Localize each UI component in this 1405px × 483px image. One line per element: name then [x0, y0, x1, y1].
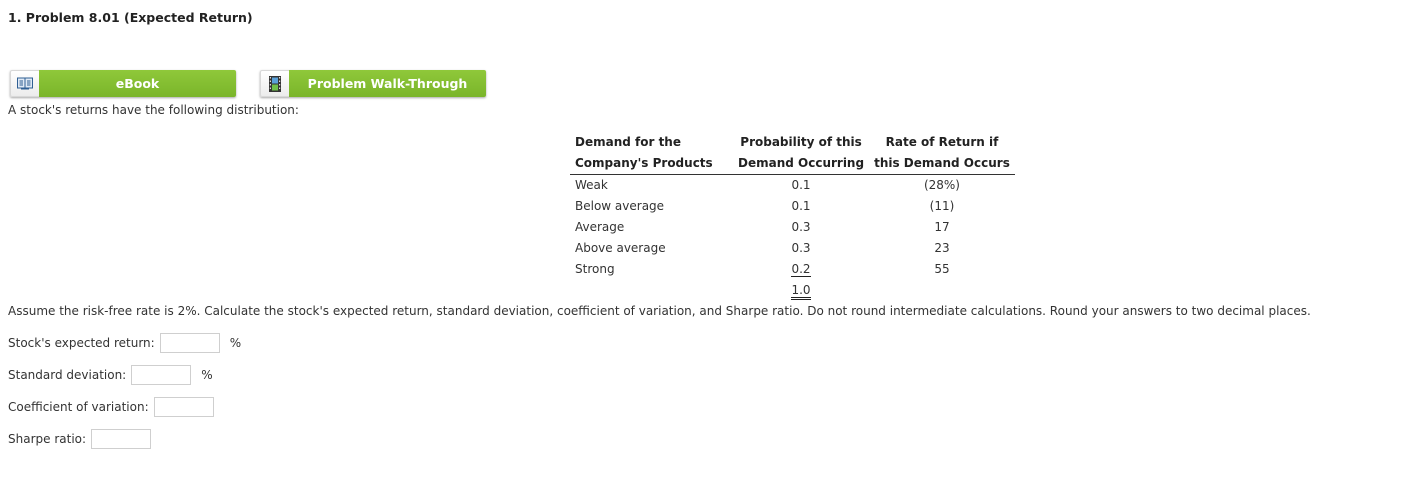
- probability-cell: 0.3: [791, 220, 811, 234]
- table-row: Average 0.3 17: [570, 217, 1015, 238]
- empty-cell: [869, 280, 1015, 301]
- table-row: Above average 0.3 23: [570, 238, 1015, 259]
- demand-cell: Average: [575, 220, 625, 234]
- header-demand-line1: Demand for the: [575, 135, 681, 149]
- total-probability: 1.0: [791, 283, 811, 300]
- return-cell: 55: [934, 262, 950, 276]
- table-row: Strong 0.2 55: [570, 259, 1015, 280]
- standard-deviation-input[interactable]: [131, 365, 192, 385]
- header-demand-line2: Company's Products: [570, 153, 733, 175]
- expected-return-input[interactable]: [159, 333, 220, 353]
- sharpe-ratio-input[interactable]: [91, 429, 152, 449]
- standard-deviation-row: Standard deviation: %: [8, 365, 213, 385]
- demand-cell: Below average: [575, 199, 665, 213]
- sharpe-ratio-row: Sharpe ratio:: [8, 429, 152, 449]
- return-cell: (28%): [923, 178, 960, 192]
- return-cell: 23: [934, 241, 950, 255]
- instructions-text: Assume the risk-free rate is 2%. Calcula…: [8, 304, 1311, 318]
- percent-unit: %: [201, 368, 213, 382]
- book-icon: [10, 70, 39, 97]
- table-row: Below average 0.1 (11): [570, 196, 1015, 217]
- sharpe-ratio-label: Sharpe ratio:: [8, 432, 87, 446]
- walkthrough-label: Problem Walk-Through: [289, 70, 486, 97]
- expected-return-row: Stock's expected return: %: [8, 333, 241, 353]
- probability-cell: 0.1: [791, 178, 811, 192]
- percent-unit: %: [229, 336, 242, 350]
- return-cell: (11): [929, 199, 955, 213]
- problem-walkthrough-button[interactable]: Problem Walk-Through: [260, 70, 486, 97]
- demand-cell: Weak: [575, 178, 608, 192]
- empty-cell: [570, 280, 733, 301]
- total-probability-cell: 1.0: [733, 280, 869, 301]
- coefficient-of-variation-label: Coefficient of variation:: [8, 400, 149, 414]
- header-probability-line2: Demand Occurring: [733, 153, 870, 175]
- ebook-button[interactable]: eBook: [10, 70, 236, 97]
- ebook-label: eBook: [39, 70, 236, 97]
- probability-cell: 0.1: [791, 199, 811, 213]
- standard-deviation-label: Standard deviation:: [8, 368, 127, 382]
- demand-cell: Strong: [575, 262, 615, 276]
- return-distribution-table: Demand for the Probability of this Rate …: [570, 132, 1015, 301]
- coefficient-of-variation-input[interactable]: [153, 397, 214, 417]
- header-probability-line1: Probability of this: [740, 135, 862, 149]
- film-icon: [260, 70, 289, 97]
- probability-cell: 0.2: [733, 259, 869, 280]
- table-total-row: 1.0: [570, 280, 1015, 301]
- header-return-line1: Rate of Return if: [885, 135, 999, 149]
- return-cell: 17: [934, 220, 950, 234]
- intro-text: A stock's returns have the following dis…: [8, 103, 299, 117]
- header-return-line2: this Demand Occurs: [869, 153, 1015, 175]
- demand-cell: Above average: [575, 241, 666, 255]
- probability-value: 0.2: [791, 262, 811, 277]
- table-row: Weak 0.1 (28%): [570, 175, 1015, 197]
- expected-return-label: Stock's expected return:: [8, 336, 155, 350]
- problem-title: 1. Problem 8.01 (Expected Return): [8, 10, 253, 25]
- coefficient-of-variation-row: Coefficient of variation:: [8, 397, 214, 417]
- probability-cell: 0.3: [791, 241, 811, 255]
